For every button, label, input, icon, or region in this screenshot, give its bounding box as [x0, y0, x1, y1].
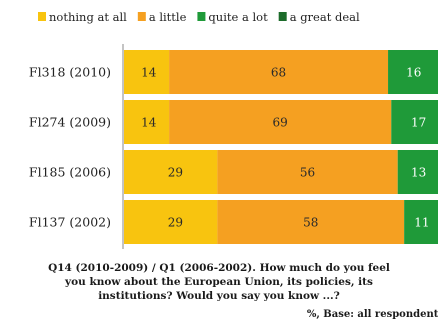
category-label-fl274-2009: Fl274 (2009): [29, 115, 111, 130]
bar-a-little-fl185-2006: [217, 150, 398, 194]
question-text-line-1: Q14 (2010-2009) / Q1 (2006-2002). How mu…: [48, 262, 390, 274]
data-label-a-little-fl137-2002: 58: [303, 216, 318, 230]
base-note: %, Base: all respondents: [306, 309, 438, 320]
legend-swatch-quite-a-lot: [197, 12, 206, 21]
bar-nothing-at-all-fl185-2006: [124, 150, 218, 194]
legend-swatch-a-little: [137, 12, 146, 21]
category-label-fl318-2010: Fl318 (2010): [29, 65, 111, 80]
data-label-a-little-fl318-2010: 68: [271, 66, 286, 80]
data-label-a-little-fl274-2009: 69: [273, 116, 288, 130]
bar-nothing-at-all-fl137-2002: [124, 200, 218, 244]
bar-quite-a-lot-fl137-2002: [404, 200, 438, 244]
bar-a-little-fl137-2002: [217, 200, 405, 244]
data-label-nothing-at-all-fl274-2009: 14: [141, 116, 157, 130]
data-label-quite-a-lot-fl185-2006: 13: [411, 166, 426, 180]
bar-nothing-at-all-fl274-2009: [124, 100, 170, 144]
bar-quite-a-lot-fl274-2009: [391, 100, 438, 144]
bar-quite-a-lot-fl318-2010: [388, 50, 438, 94]
legend-label-a-great-deal: a great deal: [290, 10, 360, 24]
data-label-nothing-at-all-fl185-2006: 29: [168, 166, 183, 180]
data-label-quite-a-lot-fl137-2002: 11: [414, 216, 429, 230]
bar-quite-a-lot-fl185-2006: [397, 150, 438, 194]
bar-a-little-fl274-2009: [169, 100, 392, 144]
bar-a-little-fl318-2010: [169, 50, 389, 94]
question-text-line-2: you know about the European Union, its p…: [65, 276, 373, 288]
legend-swatch-nothing-at-all: [38, 12, 46, 21]
legend-label-quite-a-lot: quite a lot: [208, 10, 268, 24]
legend-swatch-a-great-deal: [278, 12, 287, 21]
legend-label-nothing-at-all: nothing at all: [49, 10, 127, 24]
bar-nothing-at-all-fl318-2010: [124, 50, 170, 94]
data-label-a-little-fl185-2006: 56: [300, 166, 315, 180]
category-label-fl185-2006: Fl185 (2006): [29, 165, 111, 180]
data-label-quite-a-lot-fl274-2009: 17: [411, 116, 426, 130]
question-text-line-3: institutions? Would you say you know ...…: [98, 290, 340, 302]
data-label-quite-a-lot-fl318-2010: 16: [406, 66, 421, 80]
legend-label-a-little: a little: [149, 10, 187, 24]
data-label-nothing-at-all-fl318-2010: 14: [141, 66, 157, 80]
data-label-nothing-at-all-fl137-2002: 29: [168, 216, 183, 230]
category-label-fl137-2002: Fl137 (2002): [29, 215, 111, 230]
